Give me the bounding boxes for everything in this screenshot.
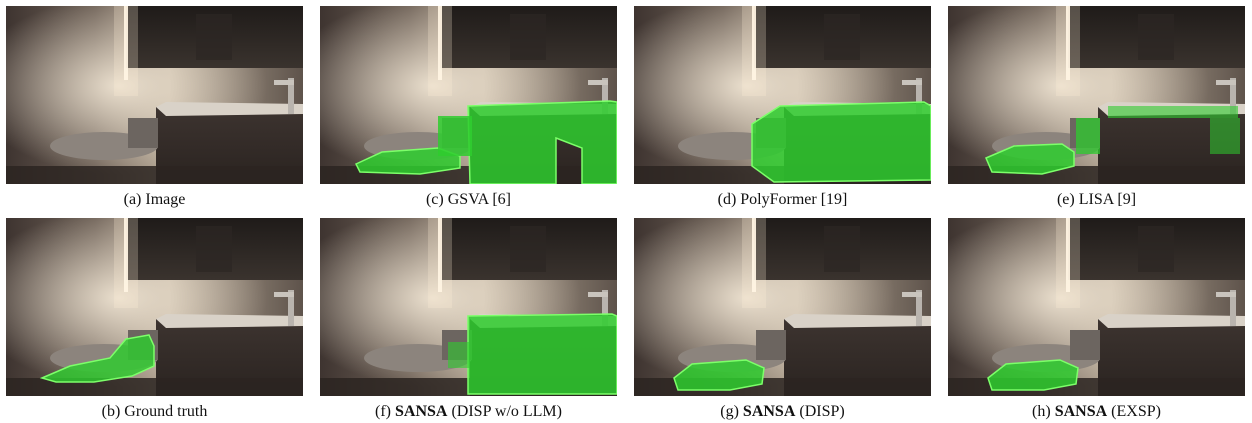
panel-d: (d) PolyFormer [19] [634, 6, 931, 210]
caption-b: (b) Ground truth [101, 403, 208, 420]
figure-grid: (a) Image [6, 6, 1246, 420]
sansa-disp-result-image [634, 218, 931, 396]
lisa-result-image [948, 6, 1245, 184]
caption-g: (g) SANSA (DISP) [720, 403, 845, 420]
scene-svg [320, 218, 617, 396]
caption-d: (d) PolyFormer [19] [717, 191, 848, 208]
bathroom-image [6, 6, 303, 184]
caption-f: (f) SANSA (DISP w/o LLM) [375, 403, 562, 420]
panel-f: (f) SANSA (DISP w/o LLM) [320, 218, 617, 422]
panel-h: (h) SANSA (EXSP) [948, 218, 1245, 422]
scene-svg [634, 6, 931, 184]
panel-e: (e) LISA [9] [948, 6, 1245, 210]
sansa-disp-no-llm-result-image [320, 218, 617, 396]
caption-a: (a) Image [123, 191, 186, 208]
polyformer-result-image [634, 6, 931, 184]
ground-truth-image [6, 218, 303, 396]
caption-e: (e) LISA [9] [1056, 191, 1137, 208]
panel-a: (a) Image [6, 6, 303, 210]
panel-c: (c) GSVA [6] [320, 6, 617, 210]
scene-svg [6, 218, 303, 396]
panel-b: (b) Ground truth [6, 218, 303, 422]
scene-svg [634, 218, 931, 396]
scene-svg [948, 218, 1245, 396]
scene-svg [320, 6, 617, 184]
panel-g: (g) SANSA (DISP) [634, 218, 931, 422]
caption-h: (h) SANSA (EXSP) [1032, 403, 1161, 420]
caption-c: (c) GSVA [6] [425, 191, 512, 208]
scene-svg [948, 6, 1245, 184]
scene-svg [6, 6, 303, 184]
sansa-exsp-result-image [948, 218, 1245, 396]
gsva-result-image [320, 6, 617, 184]
